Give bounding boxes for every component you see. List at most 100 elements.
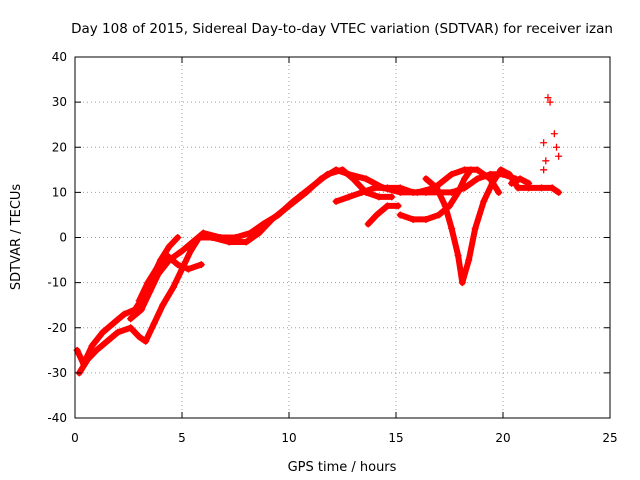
y-tick-label: 20 bbox=[52, 140, 67, 154]
x-tick-label: 5 bbox=[178, 431, 186, 445]
data-point bbox=[454, 188, 462, 196]
data-point bbox=[137, 306, 145, 314]
data-point bbox=[127, 315, 135, 323]
data-point bbox=[120, 310, 128, 318]
data-point bbox=[508, 179, 516, 187]
data-point bbox=[259, 220, 267, 228]
data-point bbox=[114, 328, 122, 336]
data-point bbox=[362, 175, 370, 183]
data-point bbox=[383, 202, 391, 210]
y-tick-label: 40 bbox=[52, 50, 67, 64]
data-point bbox=[488, 179, 496, 187]
data-point bbox=[358, 188, 366, 196]
data-point bbox=[217, 234, 225, 241]
data-point bbox=[246, 229, 254, 237]
data-point bbox=[146, 288, 154, 296]
data-point bbox=[345, 193, 353, 201]
series-track-9 bbox=[508, 175, 533, 187]
y-tick-label: -40 bbox=[47, 411, 67, 425]
data-point bbox=[184, 265, 192, 273]
data-point bbox=[135, 333, 143, 341]
data-point bbox=[538, 184, 546, 192]
data-point bbox=[110, 319, 118, 327]
data-point bbox=[544, 94, 552, 102]
x-tick-label: 25 bbox=[602, 431, 617, 445]
data-point bbox=[465, 256, 473, 264]
x-axis-label: GPS time / hours bbox=[288, 460, 397, 475]
data-point bbox=[409, 188, 417, 196]
data-point bbox=[548, 184, 556, 192]
y-tick-label: 10 bbox=[52, 185, 67, 199]
data-point bbox=[495, 188, 503, 196]
x-tick-label: 0 bbox=[71, 431, 79, 445]
data-point bbox=[555, 152, 563, 160]
data-point bbox=[289, 197, 297, 205]
data-point bbox=[274, 211, 282, 219]
data-point bbox=[396, 211, 404, 219]
data-point bbox=[460, 166, 468, 174]
series-scatter-high bbox=[540, 94, 563, 174]
data-point bbox=[152, 265, 160, 273]
y-tick-label: 30 bbox=[52, 95, 67, 109]
x-tick-label: 20 bbox=[495, 431, 510, 445]
data-point bbox=[422, 175, 430, 183]
data-point bbox=[92, 346, 100, 354]
data-point bbox=[371, 184, 379, 192]
data-point bbox=[441, 202, 449, 210]
data-point bbox=[383, 184, 391, 192]
data-point bbox=[486, 170, 494, 178]
data-point bbox=[480, 197, 488, 205]
data-point bbox=[546, 98, 554, 106]
chart-title: Day 108 of 2015, Sidereal Day-to-day VTE… bbox=[71, 21, 613, 37]
series-track-5 bbox=[332, 170, 520, 205]
data-point bbox=[178, 247, 186, 255]
data-point bbox=[396, 184, 404, 192]
data-point bbox=[433, 184, 441, 192]
series-layer bbox=[73, 94, 563, 377]
data-point bbox=[473, 175, 481, 183]
data-point bbox=[467, 166, 475, 174]
data-point bbox=[99, 328, 107, 336]
data-point bbox=[103, 337, 111, 345]
data-point bbox=[435, 211, 443, 219]
data-point bbox=[525, 179, 533, 187]
grid bbox=[75, 57, 610, 418]
data-point bbox=[174, 261, 182, 269]
data-point bbox=[373, 211, 381, 219]
data-point bbox=[542, 157, 550, 165]
data-point bbox=[471, 224, 479, 232]
data-point bbox=[174, 234, 182, 241]
data-point bbox=[422, 215, 430, 223]
series-track-6 bbox=[364, 202, 402, 228]
data-point bbox=[540, 166, 548, 174]
data-point bbox=[332, 197, 340, 205]
data-point bbox=[88, 342, 96, 350]
data-point bbox=[232, 234, 239, 241]
data-point bbox=[448, 170, 456, 178]
data-point bbox=[540, 139, 548, 147]
data-point bbox=[505, 170, 513, 178]
data-point bbox=[165, 243, 173, 251]
data-point bbox=[409, 215, 417, 223]
data-point bbox=[448, 224, 456, 232]
data-point bbox=[388, 193, 396, 201]
data-point bbox=[364, 220, 372, 228]
data-point bbox=[306, 184, 314, 192]
data-point bbox=[473, 166, 481, 174]
data-point bbox=[242, 238, 250, 246]
data-point bbox=[142, 337, 150, 345]
data-point bbox=[553, 143, 560, 151]
series-line bbox=[365, 202, 402, 227]
data-point bbox=[199, 229, 207, 237]
y-tick-label: -20 bbox=[47, 321, 67, 335]
data-point bbox=[516, 175, 524, 183]
series-track-4 bbox=[135, 252, 205, 305]
series-track-3 bbox=[127, 166, 396, 323]
data-point bbox=[169, 283, 177, 291]
data-point bbox=[84, 355, 92, 363]
data-point bbox=[375, 193, 383, 201]
data-point bbox=[163, 252, 171, 260]
y-tick-label: 0 bbox=[59, 231, 67, 245]
series-line bbox=[76, 166, 502, 376]
